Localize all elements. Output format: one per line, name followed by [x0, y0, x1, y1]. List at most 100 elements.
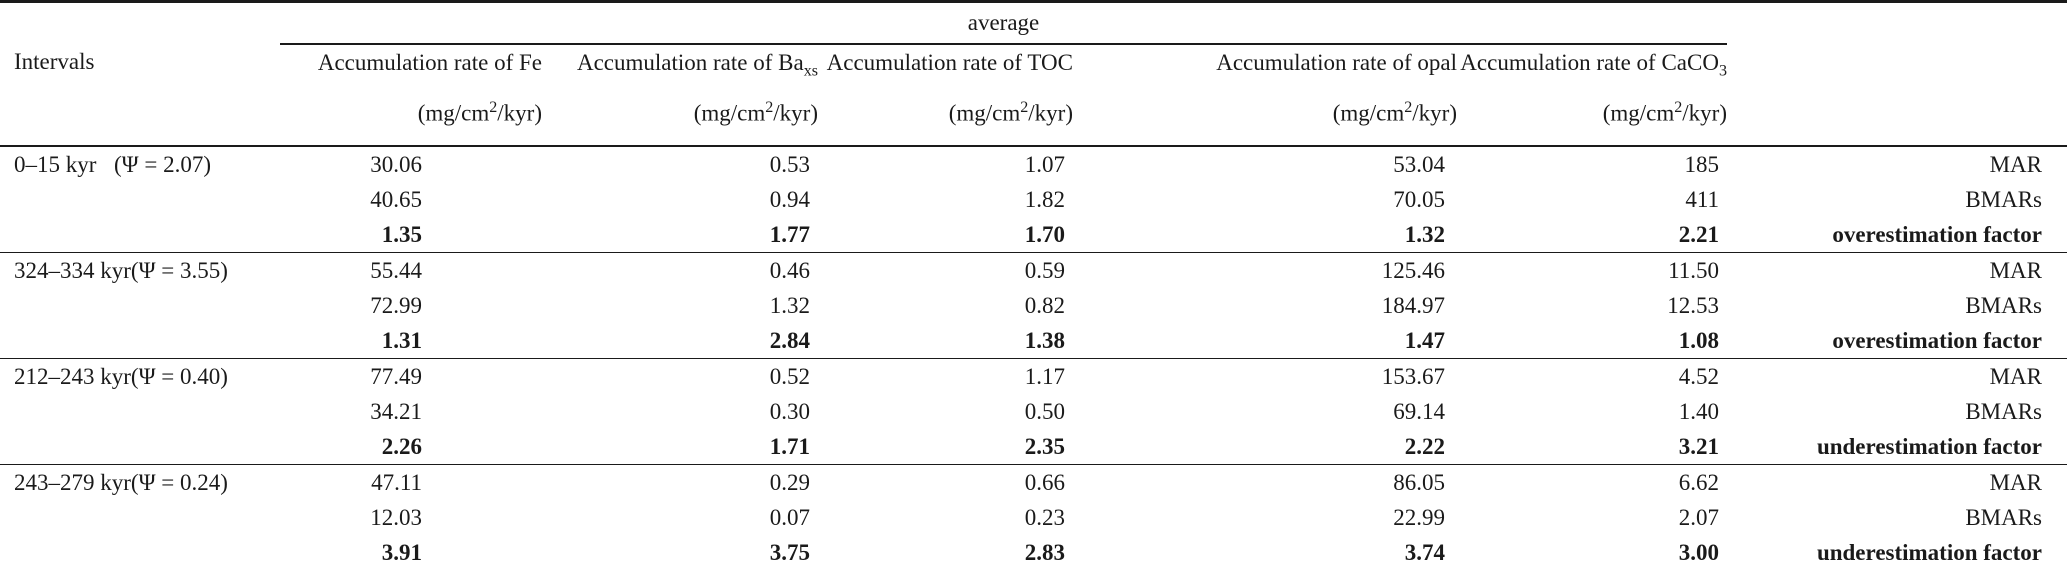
table-row-factor: 3.91 3.75 2.83 3.74 3.00 underestimation… — [0, 535, 2067, 566]
col-title: Accumulation rate of opal — [1216, 50, 1457, 75]
value-fe: 40.65 — [370, 187, 422, 213]
value-opal: 2.22 — [1404, 434, 1445, 460]
value-ba: 1.71 — [769, 434, 810, 460]
value-opal: 22.99 — [1393, 505, 1445, 531]
interval-cell: 243–279 kyr(Ψ = 0.24) — [0, 464, 280, 566]
unit-post: /kyr) — [1412, 100, 1457, 126]
row-type-label: overestimation factor — [1832, 328, 2043, 354]
value-fe: 12.03 — [370, 505, 422, 531]
interval-psi: (Ψ = 3.55) — [130, 258, 228, 284]
value-opal: 70.05 — [1393, 187, 1445, 213]
value-opal: 184.97 — [1381, 293, 1445, 319]
value-fe: 34.21 — [370, 399, 422, 425]
unit-pre: (mg/cm — [1332, 100, 1405, 126]
col-header-caco3: Accumulation rate of CaCO3 (mg/cm2/kyr) — [1457, 44, 1728, 148]
unit-pre: (mg/cm — [948, 100, 1021, 126]
value-fe: 55.44 — [280, 252, 542, 289]
row-type-label: BMARs — [1965, 187, 2043, 213]
value-fe: 1.35 — [381, 222, 422, 248]
unit-sup: 2 — [489, 98, 498, 116]
value-ba: 0.53 — [769, 152, 810, 178]
value-toc: 0.82 — [1024, 293, 1065, 319]
interval-psi: (Ψ = 0.24) — [130, 470, 228, 496]
value-opal: 53.04 — [1393, 152, 1445, 178]
value-fe: 72.99 — [370, 293, 422, 319]
row-type-label: MAR — [1989, 152, 2043, 178]
value-ba: 0.94 — [769, 187, 810, 213]
value-ba: 0.46 — [542, 252, 818, 289]
value-toc: 2.83 — [1024, 540, 1065, 566]
row-type-label: MAR — [1727, 358, 2067, 395]
value-toc: 1.82 — [1024, 187, 1065, 213]
interval-psi: (Ψ = 0.40) — [130, 364, 228, 390]
value-ba: 0.30 — [769, 399, 810, 425]
value-fe: 30.06 — [370, 152, 422, 178]
value-toc: 1.38 — [1024, 328, 1065, 354]
value-caco3: 411 — [1685, 187, 1720, 213]
interval-cell: 324–334 kyr(Ψ = 3.55) — [0, 252, 280, 359]
row-type-label: BMARs — [1965, 399, 2043, 425]
interval-cell: 212–243 kyr(Ψ = 0.40) — [0, 358, 280, 465]
row-type-label: underestimation factor — [1816, 540, 2043, 566]
table-row: 40.65 0.94 1.82 70.05 411 BMARs — [0, 182, 2067, 217]
value-opal: 1.47 — [1404, 328, 1445, 354]
value-fe: 2.26 — [381, 434, 422, 460]
value-ba: 1.32 — [769, 293, 810, 319]
table-row: 324–334 kyr(Ψ = 3.55) 55.44 0.46 0.59 12… — [0, 252, 2067, 359]
header-row: Intervals Accumulation rate of Fe (mg/cm… — [0, 44, 2067, 148]
col-header-fe: Accumulation rate of Fe (mg/cm2/kyr) — [280, 44, 542, 148]
table-row-factor: 2.26 1.71 2.35 2.22 3.21 underestimation… — [0, 429, 2067, 465]
intervals-header-label: Intervals — [14, 49, 95, 74]
table-row: 12.03 0.07 0.23 22.99 2.07 BMARs — [0, 500, 2067, 535]
unit-post: /kyr) — [773, 100, 818, 126]
col-header-row-type-empty — [1727, 44, 2067, 148]
unit-pre: (mg/cm — [417, 100, 490, 126]
value-ba: 1.77 — [769, 222, 810, 248]
value-opal: 153.67 — [1073, 358, 1457, 395]
interval-range: 212–243 kyr — [14, 364, 131, 390]
col-title: Accumulation rate of TOC — [826, 50, 1073, 75]
value-ba: 2.84 — [769, 328, 810, 354]
value-caco3: 2.21 — [1678, 222, 1720, 248]
value-opal: 86.05 — [1073, 464, 1457, 501]
col-header-opal: Accumulation rate of opal (mg/cm2/kyr) — [1073, 44, 1457, 148]
spanner-average: average — [280, 1, 1728, 45]
interval-range: 0–15 kyr — [14, 152, 97, 178]
value-fe: 1.31 — [381, 328, 422, 354]
value-ba: 0.29 — [542, 464, 818, 501]
value-toc: 1.17 — [818, 358, 1073, 395]
unit-post: /kyr) — [1682, 100, 1728, 126]
value-toc: 0.50 — [1024, 399, 1065, 425]
value-fe: 77.49 — [280, 358, 542, 395]
unit-sup: 2 — [1674, 98, 1683, 116]
spanner-row: average — [0, 1, 2067, 45]
unit-post: /kyr) — [497, 100, 542, 126]
value-fe: 3.91 — [381, 540, 422, 566]
col-title: Accumulation rate of CaCO — [1460, 50, 1719, 75]
row-type-label: MAR — [1727, 252, 2067, 289]
table-row-factor: 1.35 1.77 1.70 1.32 2.21 overestimation … — [0, 217, 2067, 253]
value-toc: 1.70 — [1024, 222, 1065, 248]
unit-sup: 2 — [1404, 98, 1413, 116]
spanner-right-spacer — [1727, 2, 2067, 45]
value-ba: 0.07 — [769, 505, 810, 531]
value-opal: 125.46 — [1073, 252, 1457, 289]
value-caco3: 3.21 — [1678, 434, 1720, 460]
value-caco3: 185 — [1684, 152, 1720, 178]
value-caco3: 2.07 — [1678, 505, 1720, 531]
col-header-ba: Accumulation rate of Baxs (mg/cm2/kyr) — [542, 44, 818, 148]
row-type-label: BMARs — [1965, 293, 2043, 319]
value-fe: 47.11 — [280, 464, 542, 501]
col-title-sub: xs — [803, 62, 818, 80]
col-title: Accumulation rate of Fe — [317, 50, 542, 75]
table-row: 72.99 1.32 0.82 184.97 12.53 BMARs — [0, 288, 2067, 323]
table-row-factor: 1.31 2.84 1.38 1.47 1.08 overestimation … — [0, 323, 2067, 359]
col-title-sub: 3 — [1718, 62, 1728, 80]
col-title: Accumulation rate of Ba — [576, 50, 804, 75]
spanner-left-spacer — [0, 2, 280, 45]
col-header-toc: Accumulation rate of TOC (mg/cm2/kyr) — [818, 44, 1073, 148]
row-type-label: underestimation factor — [1816, 434, 2043, 460]
unit-sup: 2 — [1020, 98, 1029, 116]
